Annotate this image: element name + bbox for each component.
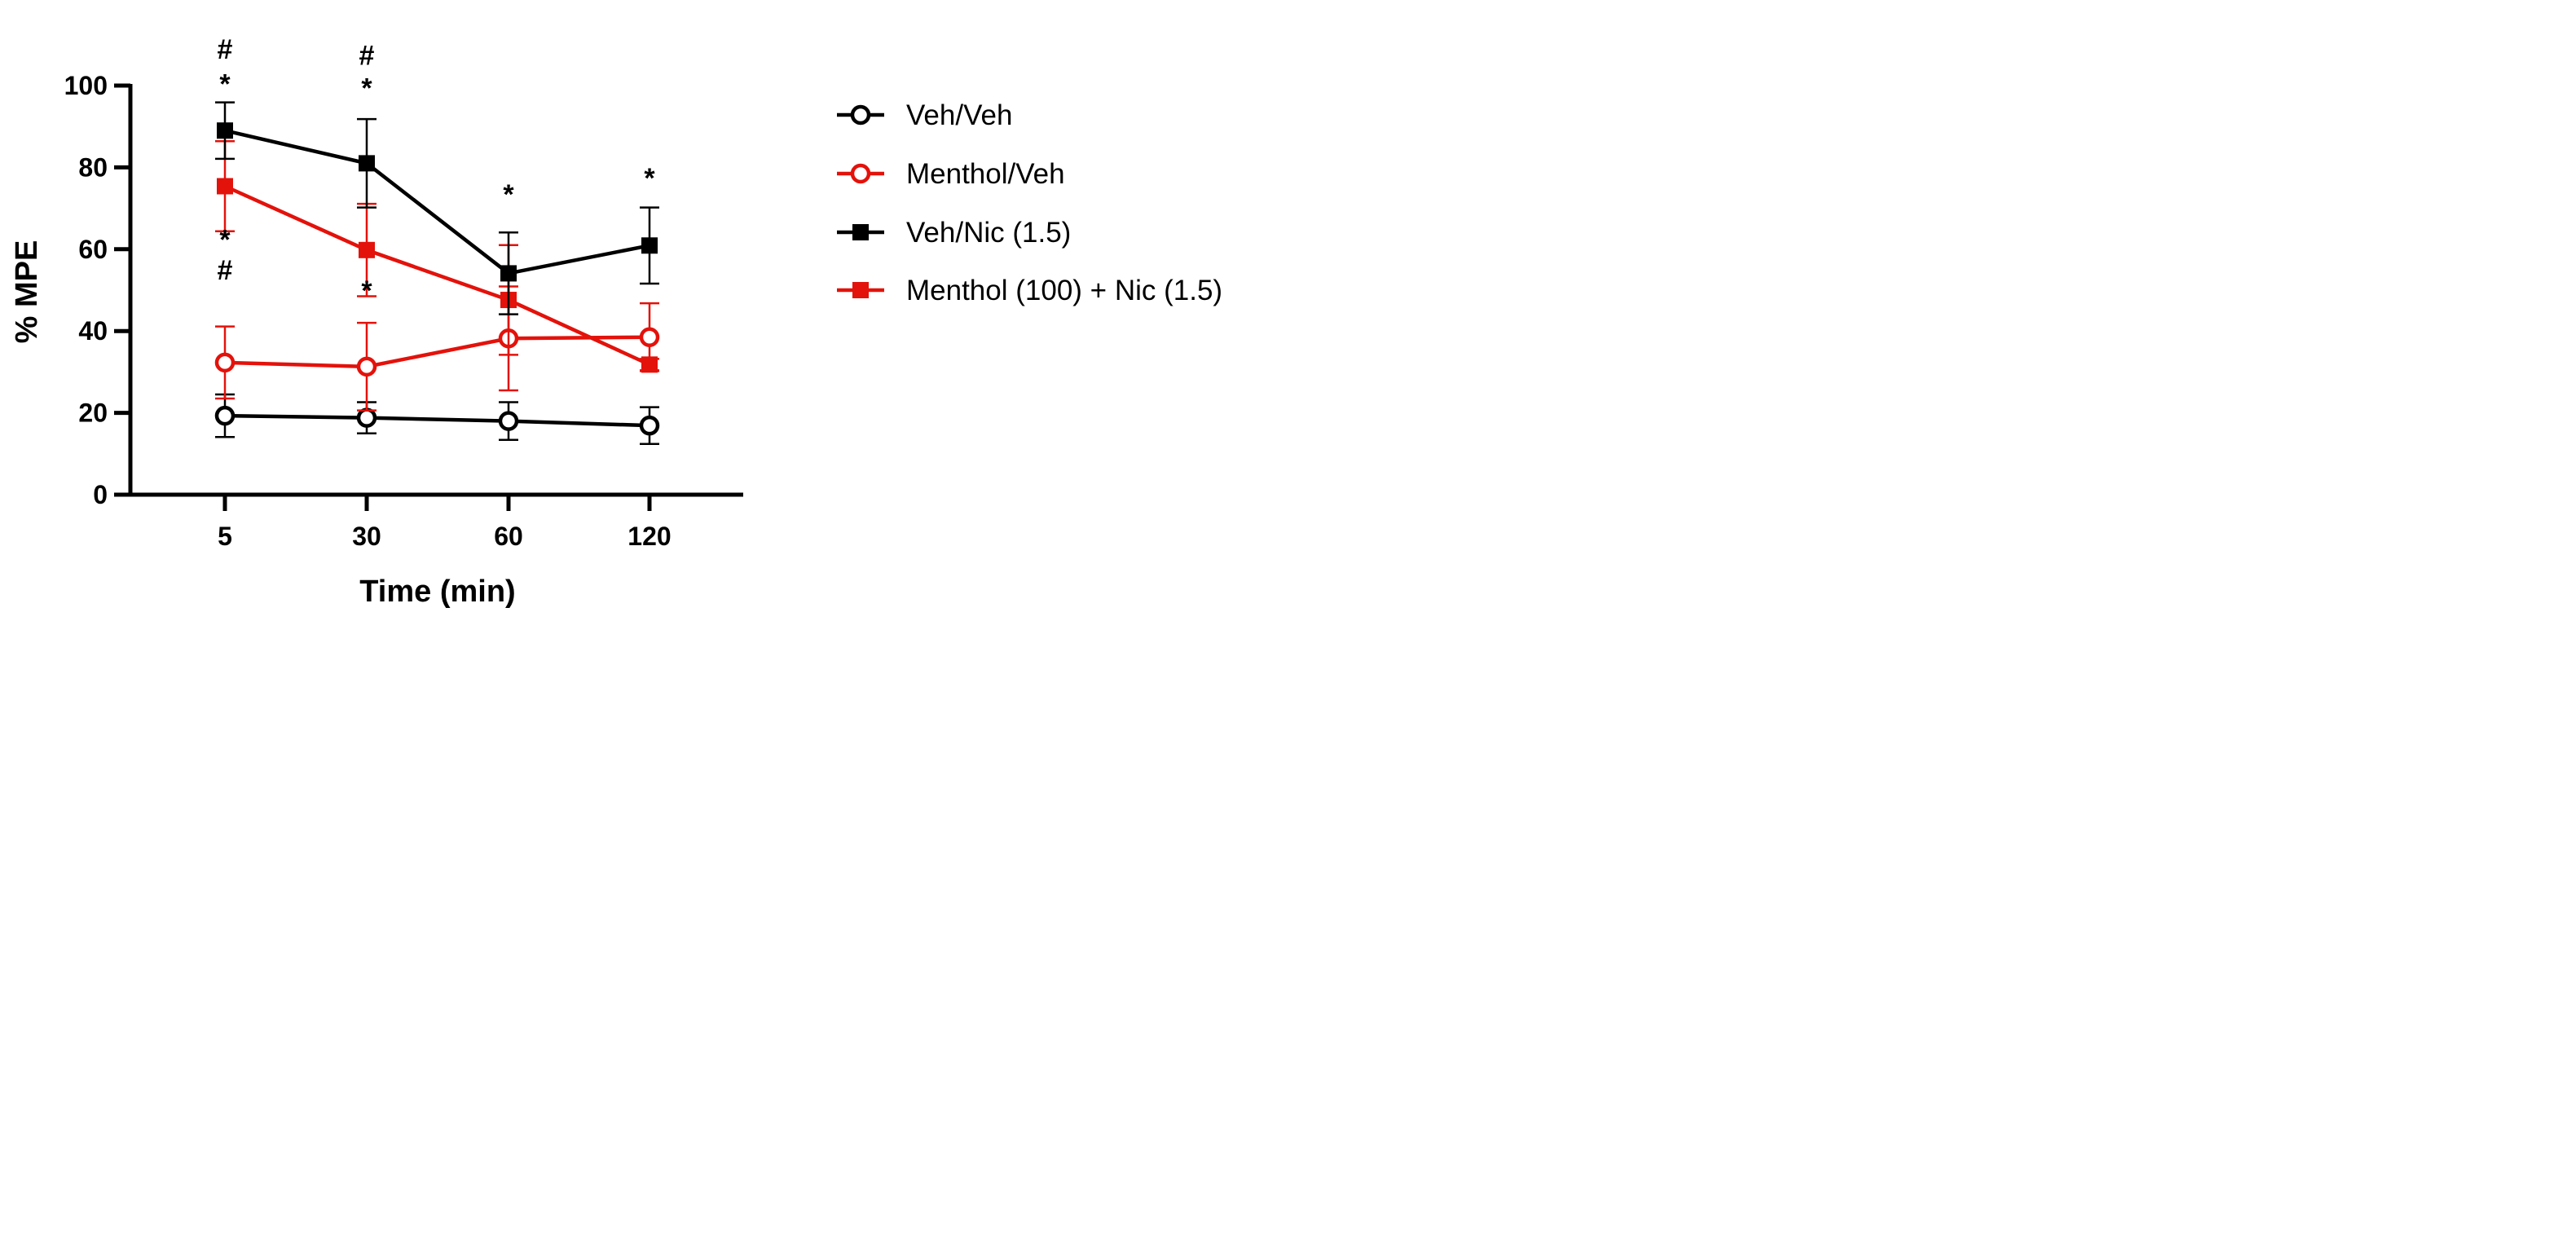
legend-item: Menthol/Veh [837, 158, 1065, 190]
x-tick-label: 30 [352, 522, 381, 551]
legend-label: Veh/Nic (1.5) [906, 217, 1071, 249]
data-point [498, 411, 519, 431]
data-point [356, 407, 377, 428]
significance-marker: * [361, 275, 372, 306]
data-point [359, 155, 375, 172]
legend-swatch-marker [852, 224, 869, 240]
x-tick-label: 5 [218, 522, 232, 551]
annotation-layer: #*#****#* [218, 34, 656, 306]
y-tick-label: 0 [93, 480, 108, 509]
legend-label: Menthol (100) + Nic (1.5) [906, 275, 1222, 306]
significance-marker: * [503, 179, 514, 210]
significance-marker: * [644, 163, 655, 194]
y-tick-label: 20 [78, 399, 108, 428]
data-point [641, 356, 658, 373]
legend: Veh/Veh Menthol/Veh Veh/Nic (1.5) Menthol (… [837, 99, 1222, 306]
significance-marker: * [361, 73, 372, 104]
series-line [224, 335, 650, 369]
series-line [224, 184, 650, 367]
data-point [359, 241, 375, 258]
data-point [214, 405, 236, 426]
y-axis-title: % MPE [10, 240, 44, 344]
legend-swatch-marker [852, 282, 869, 298]
data-point [641, 237, 658, 254]
data-point [639, 327, 660, 347]
series-line [224, 413, 650, 428]
data-point [356, 356, 377, 377]
series-line [224, 129, 650, 275]
significance-marker: # [359, 40, 375, 71]
legend-swatch-marker [850, 104, 871, 126]
legend-swatch-marker [850, 163, 871, 184]
data-point [639, 415, 660, 436]
series-layer [214, 101, 660, 446]
legend-item: Menthol (100) + Nic (1.5) [837, 275, 1222, 306]
series-veh-veh [214, 393, 660, 446]
x-tick-label: 60 [494, 522, 523, 551]
significance-marker: * [219, 224, 231, 255]
legend-label: Veh/Veh [906, 99, 1012, 131]
data-point [214, 352, 236, 373]
data-point [500, 265, 517, 282]
y-tick-label: 80 [78, 152, 108, 182]
data-point [217, 122, 233, 139]
axes: 0 20 40 60 80 100 5 30 60 120 [64, 71, 743, 551]
legend-item: Veh/Veh [837, 99, 1012, 131]
significance-marker: # [218, 34, 233, 65]
significance-marker: # [218, 255, 233, 286]
x-tick-label: 120 [627, 522, 671, 551]
y-tick-label: 40 [78, 316, 108, 346]
y-tick-label: 60 [78, 235, 108, 264]
legend-item: Veh/Nic (1.5) [837, 217, 1071, 249]
legend-label: Menthol/Veh [906, 158, 1065, 190]
y-tick-label: 100 [64, 71, 108, 100]
series-veh-nic-1-5 [215, 101, 659, 315]
significance-marker: * [219, 68, 231, 99]
x-axis-title: Time (min) [359, 575, 515, 609]
data-point [217, 178, 233, 195]
series-menthol-veh [214, 285, 660, 412]
